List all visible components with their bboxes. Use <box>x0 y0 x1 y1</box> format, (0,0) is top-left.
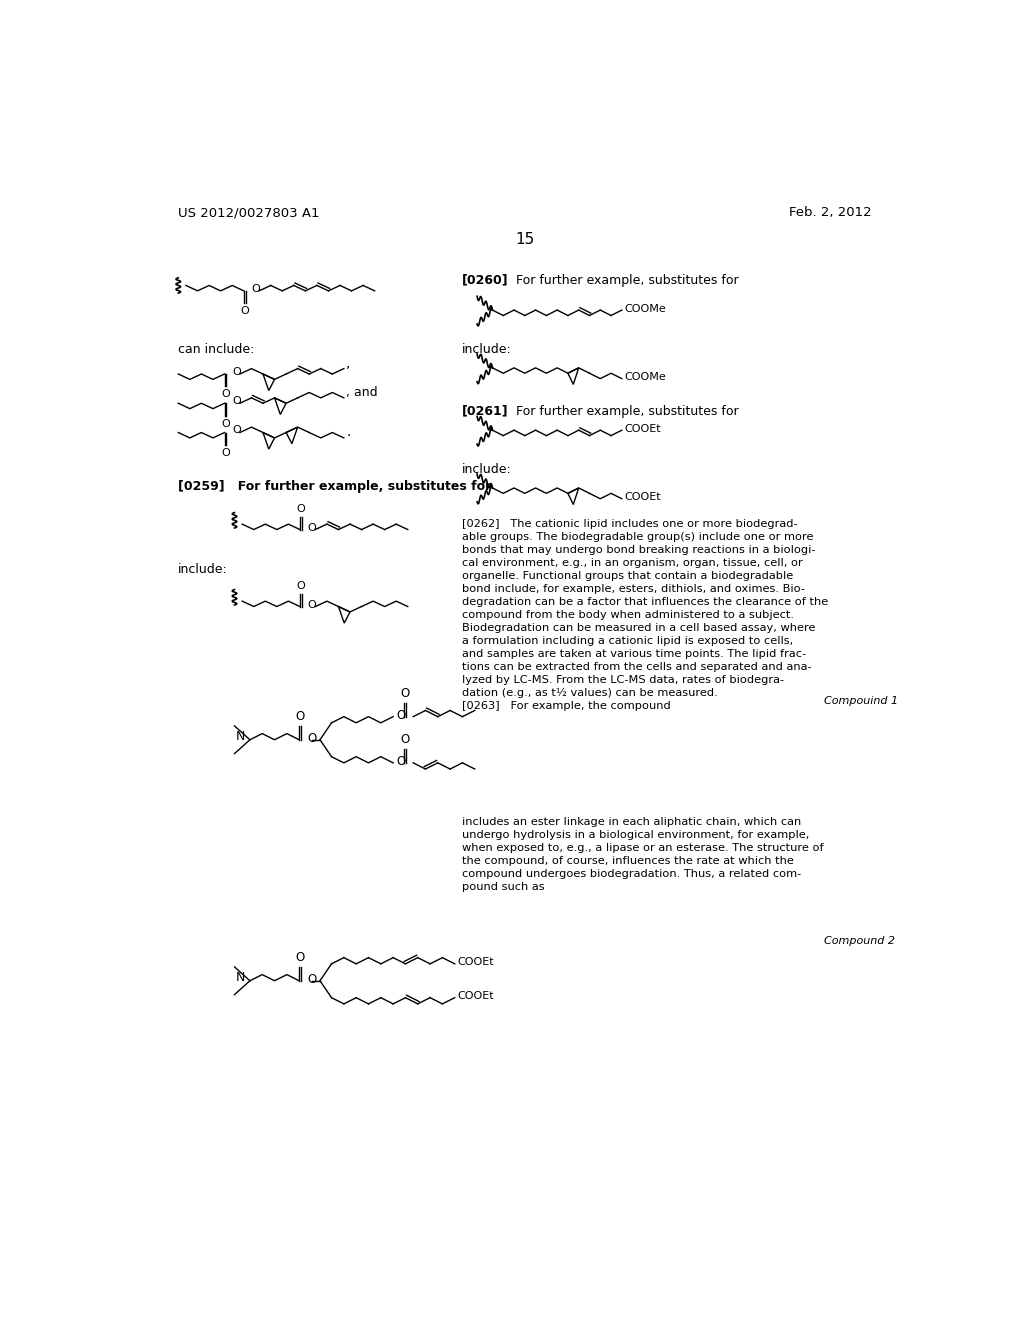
Text: Compound 2: Compound 2 <box>823 936 895 946</box>
Text: COOMe: COOMe <box>625 372 666 381</box>
Text: O: O <box>232 396 241 407</box>
Text: can include:: can include: <box>178 343 255 356</box>
Text: COOEt: COOEt <box>625 424 660 434</box>
Text: [0262]   The cationic lipid includes one or more biodegrad-
able groups. The bio: [0262] The cationic lipid includes one o… <box>462 519 828 711</box>
Text: O: O <box>296 504 305 515</box>
Text: .: . <box>346 425 350 440</box>
Text: O: O <box>295 950 304 964</box>
Text: include:: include: <box>462 343 511 356</box>
Text: O: O <box>232 367 241 376</box>
Text: O: O <box>221 389 229 400</box>
Text: O: O <box>396 755 406 768</box>
Text: Feb. 2, 2012: Feb. 2, 2012 <box>788 206 871 219</box>
Text: [0261]: [0261] <box>462 405 508 418</box>
Text: O: O <box>400 733 410 746</box>
Text: For further example, substitutes for: For further example, substitutes for <box>515 405 738 418</box>
Text: O: O <box>400 686 410 700</box>
Text: COOMe: COOMe <box>625 304 666 314</box>
Text: , and: , and <box>346 387 378 400</box>
Text: O: O <box>307 601 316 610</box>
Text: O: O <box>232 425 241 436</box>
Text: Compouind 1: Compouind 1 <box>823 696 898 706</box>
Text: O: O <box>252 284 260 293</box>
Text: COOEt: COOEt <box>457 957 494 968</box>
Text: US 2012/0027803 A1: US 2012/0027803 A1 <box>178 206 319 219</box>
Text: [0260]: [0260] <box>462 275 508 286</box>
Text: N: N <box>236 730 246 743</box>
Text: [0259]   For further example, substitutes for: [0259] For further example, substitutes … <box>178 480 492 494</box>
Text: O: O <box>295 710 304 723</box>
Text: O: O <box>307 973 316 986</box>
Text: COOEt: COOEt <box>457 991 494 1001</box>
Text: O: O <box>396 709 406 722</box>
Text: N: N <box>236 972 246 985</box>
Text: O: O <box>296 581 305 591</box>
Text: O: O <box>221 447 229 458</box>
Text: include:: include: <box>462 462 511 475</box>
Text: COOEt: COOEt <box>625 492 660 502</box>
Text: O: O <box>307 523 316 533</box>
Text: 15: 15 <box>515 231 535 247</box>
Text: includes an ester linkage in each aliphatic chain, which can
undergo hydrolysis : includes an ester linkage in each alipha… <box>462 817 823 892</box>
Text: For further example, substitutes for: For further example, substitutes for <box>515 275 738 286</box>
Text: O: O <box>221 418 229 429</box>
Text: ,: , <box>346 356 350 370</box>
Text: O: O <box>307 731 316 744</box>
Text: include:: include: <box>178 562 228 576</box>
Text: O: O <box>241 306 249 317</box>
